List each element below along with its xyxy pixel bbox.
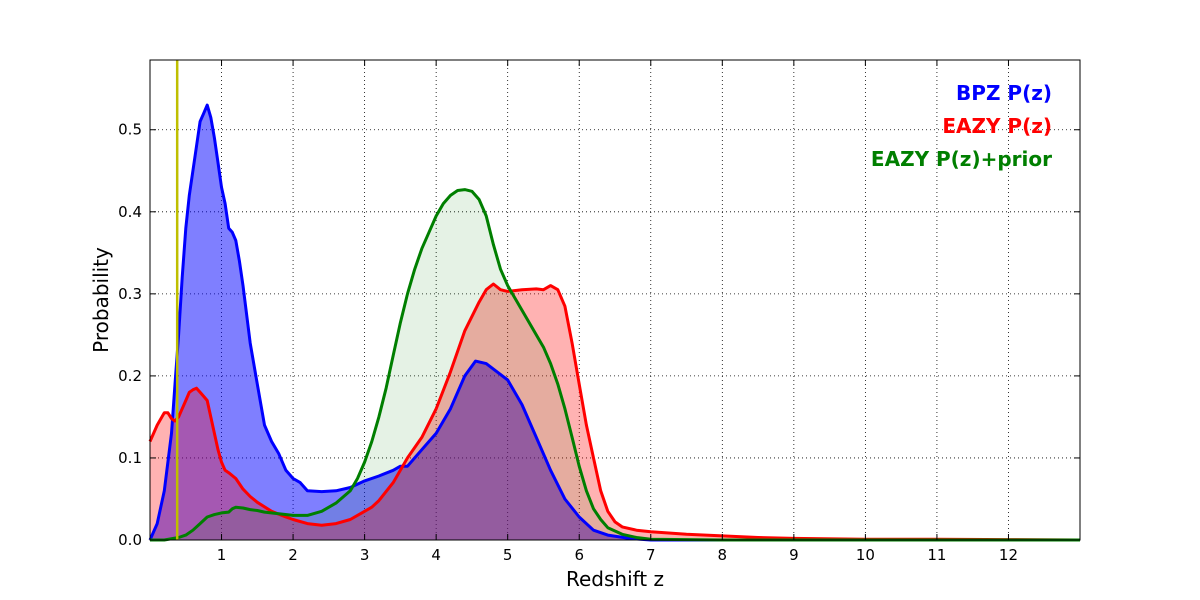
axis-ticks: 1 2 3 4 5 6 7 8 9 10 11 120.00.10.20.30.40.5 [118,60,1080,564]
series-fill-eazy [150,284,1080,540]
x-tick-label: 5 [503,546,513,564]
series-lines [148,103,1081,542]
series-line-bpz [148,103,1080,542]
y-tick-label: 0.3 [118,285,142,303]
y-tick-label: 0.0 [118,531,142,549]
grid [150,60,1080,541]
legend: BPZ P(z) EAZY P(z) EAZY P(z)+prior [871,81,1052,171]
plot-frame [149,59,1081,541]
x-tick-label: 11 [927,546,946,564]
x-tick-label: 9 [789,546,799,564]
series-fill-bpz [150,105,1080,540]
y-tick-label: 0.5 [118,121,142,139]
x-tick-label: 7 [646,546,656,564]
y-axis-label: Probability [89,247,113,353]
x-tick-label: 12 [999,546,1018,564]
x-tick-label: 1 [217,546,227,564]
x-tick-label: 4 [431,546,441,564]
series-line-eazy-prior [150,188,1080,542]
y-tick-label: 0.4 [118,203,142,221]
x-tick-label: 3 [360,546,370,564]
x-tick-label: 2 [288,546,298,564]
series-line-eazy [148,282,1081,542]
x-axis-label: Redshift z [566,567,664,591]
y-tick-label: 0.2 [118,367,142,385]
series-fill-eazy-prior [150,189,1080,540]
legend-entry-eazy-prior: EAZY P(z)+prior [871,147,1052,171]
x-tick-label: 8 [718,546,728,564]
y-tick-label: 0.1 [118,449,142,467]
x-tick-label: 10 [856,546,875,564]
x-tick-label: 6 [574,546,584,564]
legend-entry-bpz: BPZ P(z) [956,81,1052,105]
series-fills [150,105,1080,540]
legend-entry-eazy: EAZY P(z) [942,114,1052,138]
